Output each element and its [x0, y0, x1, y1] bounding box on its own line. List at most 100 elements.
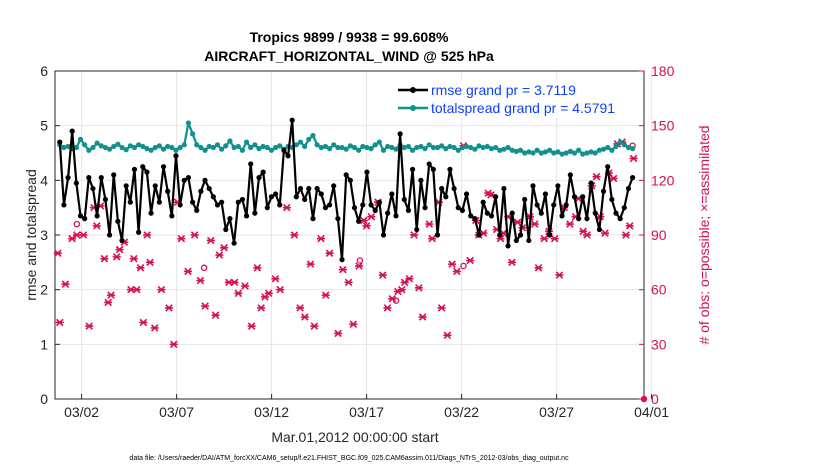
obs-assimilated-marker	[443, 331, 452, 339]
obs-assimilated-marker	[383, 304, 392, 312]
x-tick-label: 03/07	[159, 404, 194, 420]
totalspread-point	[160, 146, 167, 152]
obs-zero-marker	[640, 395, 648, 403]
obs-assimilated-marker	[264, 289, 273, 298]
y-tick-label-right: 150	[651, 118, 675, 134]
obs-assimilated-marker	[184, 267, 192, 276]
obs-assimilated-marker	[92, 222, 101, 230]
totalspread-point	[310, 132, 316, 139]
totalspread-point	[343, 146, 349, 152]
obs-assimilated-marker	[428, 234, 437, 243]
rmse-point	[239, 196, 245, 203]
totalspread-point	[401, 144, 407, 151]
obs-assimilated-marker	[201, 302, 210, 310]
totalspread-point	[364, 144, 370, 151]
totalspread-point	[136, 142, 142, 148]
rmse-point	[617, 216, 623, 222]
rmse-point	[206, 185, 212, 192]
rmse-point	[625, 185, 632, 192]
totalspread-point	[551, 150, 557, 156]
rmse-point	[136, 229, 142, 235]
rmse-point	[86, 175, 92, 181]
totalspread-point	[185, 120, 192, 126]
rmse-point	[621, 205, 627, 211]
totalspread-point	[90, 144, 96, 151]
rmse-point	[285, 153, 291, 159]
obs-assimilated-marker	[136, 264, 145, 272]
totalspread-point	[555, 149, 561, 155]
obs-assimilated-marker	[397, 285, 406, 294]
totalspread-point	[426, 142, 432, 148]
rmse-point	[131, 166, 138, 172]
y-tick-label-left: 5	[40, 118, 48, 134]
totalspread-point	[98, 143, 104, 149]
obs-assimilated-marker	[418, 313, 427, 321]
rmse-point	[414, 226, 420, 233]
rmse-point	[210, 194, 216, 200]
totalspread-point	[165, 143, 171, 150]
totalspread-point	[339, 144, 345, 151]
rmse-point	[123, 183, 129, 189]
rmse-point	[302, 196, 308, 203]
obs-assimilated-marker	[355, 262, 363, 270]
rmse-point	[580, 194, 586, 200]
rmse-point	[393, 213, 399, 219]
obs-possible-marker	[73, 220, 81, 228]
obs-assimilated-marker	[190, 231, 199, 239]
rmse-point	[326, 202, 333, 208]
totalspread-point	[243, 139, 250, 145]
rmse-point	[277, 202, 283, 208]
rmse-point	[223, 226, 229, 233]
totalspread-point	[347, 143, 353, 149]
x-tick-label: 03/22	[444, 404, 479, 420]
totalspread-point	[127, 143, 133, 149]
totalspread-point	[86, 147, 92, 153]
obs-assimilated-marker	[211, 311, 220, 319]
rmse-point	[551, 202, 557, 208]
rmse-point	[480, 199, 486, 205]
rmse-point	[630, 175, 636, 181]
totalspread-point	[588, 149, 594, 155]
rmse-point	[571, 194, 578, 200]
y-tick-label-left: 0	[40, 391, 48, 407]
rmse-point	[198, 188, 204, 194]
totalspread-point	[148, 147, 154, 153]
obs-assimilated-marker	[466, 256, 475, 265]
obs-assimilated-marker	[378, 271, 387, 279]
rmse-point	[488, 213, 495, 219]
obs-assimilated-marker	[425, 220, 434, 228]
totalspread-point	[156, 143, 162, 149]
rmse-point	[418, 177, 424, 183]
totalspread-point	[223, 143, 229, 149]
totalspread-point	[293, 142, 299, 148]
legend-rmse-marker	[410, 87, 416, 93]
obs-assimilated-marker	[601, 229, 610, 237]
obs-assimilated-marker	[609, 174, 618, 183]
rmse-point	[405, 207, 412, 213]
y-tick-label-right: 180	[651, 63, 675, 79]
totalspread-point	[206, 143, 212, 150]
rmse-point	[252, 210, 258, 216]
y-axis-label-right: # of obs: o=possible; ×=assimilated	[696, 125, 712, 344]
obs-assimilated-marker	[107, 291, 116, 299]
totalspread-point	[252, 142, 258, 148]
rmse-point	[447, 166, 453, 172]
totalspread-point	[194, 142, 200, 148]
rmse-point	[439, 185, 445, 192]
legend-rmse-label: rmse grand pr = 3.7119	[431, 82, 576, 98]
rmse-point	[318, 191, 324, 197]
totalspread-point	[144, 146, 150, 152]
obs-assimilated-marker	[85, 322, 94, 330]
y-tick-label-left: 3	[40, 227, 48, 243]
rmse-point	[534, 202, 540, 208]
rmse-point	[409, 166, 416, 172]
rmse-point	[243, 213, 250, 219]
rmse-point	[61, 202, 67, 208]
totalspread-point	[331, 142, 337, 148]
rmse-point	[497, 232, 503, 238]
rmse-point	[322, 205, 329, 211]
totalspread-point	[430, 144, 436, 151]
totalspread-point	[605, 144, 611, 151]
totalspread-point	[239, 147, 245, 153]
